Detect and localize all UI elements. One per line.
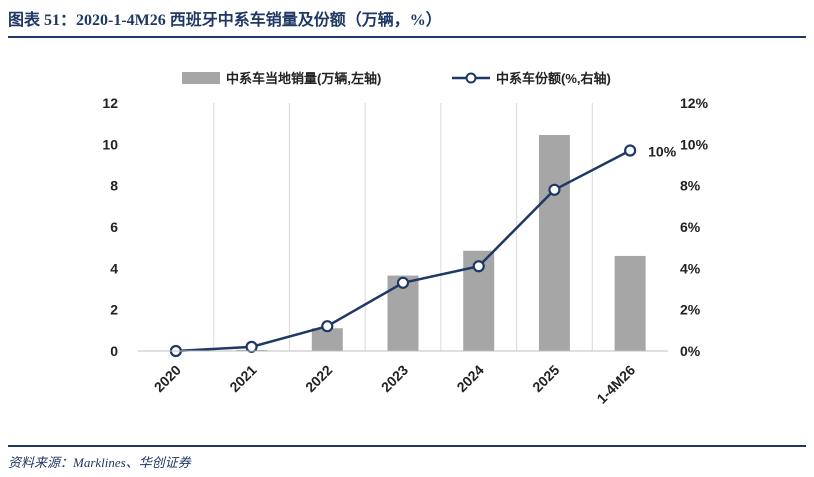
right-tick-label: 8% xyxy=(680,178,701,194)
grid xyxy=(213,103,593,351)
legend: 中系车当地销量(万辆,左轴) 中系车份额(%,右轴) xyxy=(182,71,611,86)
annotation-label: 10% xyxy=(648,144,677,160)
left-tick-label: 2 xyxy=(110,302,118,318)
left-tick-label: 8 xyxy=(110,178,118,194)
x-tick-label: 2025 xyxy=(529,362,562,395)
share-point-2022 xyxy=(321,320,334,333)
right-tick-label: 12% xyxy=(680,95,709,111)
x-tick-label: 2022 xyxy=(302,362,335,395)
footer-divider xyxy=(8,445,806,447)
legend-marker-line xyxy=(465,72,477,84)
axes: 0 2 4 6 8 10 12 0% 2% 4% 6% 8% 10% 12% 2020 2021 2022 202… xyxy=(102,95,708,407)
source-note: 资料来源：Marklines、华创证券 xyxy=(8,455,191,470)
legend-swatch-bar xyxy=(182,72,220,84)
chart-title: 图表 51：2020-1-4M26 西班牙中系车销量及份额（万辆，%） xyxy=(8,12,442,29)
bar-2022 xyxy=(311,328,343,351)
x-tick-label: 2020 xyxy=(151,362,184,395)
share-point-2024 xyxy=(472,260,485,273)
left-tick-label: 6 xyxy=(110,219,118,235)
x-tick-label: 1-4M26 xyxy=(593,362,638,407)
x-tick-label: 2024 xyxy=(453,362,486,395)
share-point-2021 xyxy=(245,340,258,353)
bar-2025 xyxy=(538,135,570,351)
share-point-1-4M26 xyxy=(624,144,637,157)
right-tick-label: 4% xyxy=(680,260,701,276)
share-point-2023 xyxy=(396,276,410,289)
left-tick-label: 0 xyxy=(110,343,118,359)
legend-label-bar: 中系车当地销量(万辆,左轴) xyxy=(226,71,381,86)
right-tick-label: 10% xyxy=(680,136,709,152)
left-tick-label: 4 xyxy=(110,260,118,276)
left-tick-label: 10 xyxy=(102,136,118,152)
title-divider xyxy=(8,36,806,38)
x-tick-label: 2021 xyxy=(226,362,259,395)
right-tick-label: 2% xyxy=(680,302,701,318)
right-tick-label: 6% xyxy=(680,219,701,235)
legend-label-line: 中系车份额(%,右轴) xyxy=(496,71,611,86)
bar-1-4M26 xyxy=(614,255,646,351)
chart: 中系车当地销量(万辆,左轴) 中系车份额(%,右轴) 10% 0246810120… xyxy=(102,71,708,407)
x-tick-label: 2023 xyxy=(378,362,411,395)
right-tick-label: 0% xyxy=(680,343,701,359)
left-tick-label: 12 xyxy=(102,95,118,111)
share-point-2025 xyxy=(548,183,561,196)
line-series: 10% xyxy=(169,144,677,358)
